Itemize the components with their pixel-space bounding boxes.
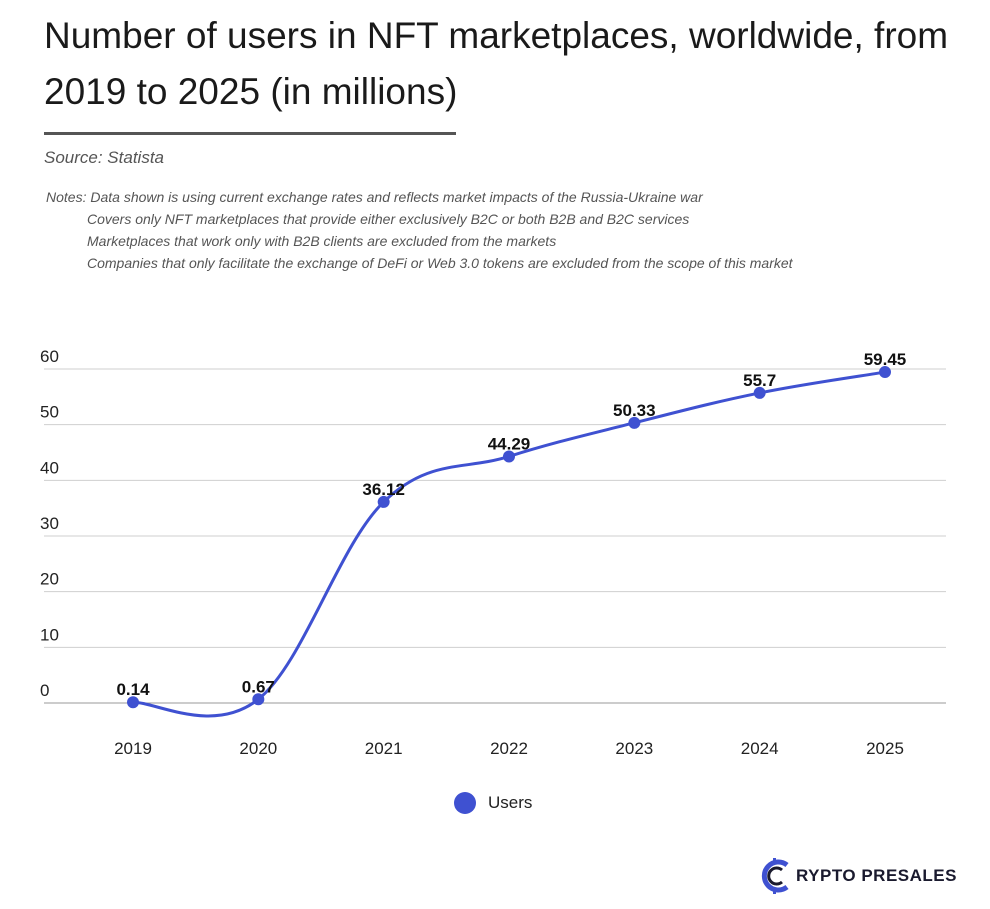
y-tick-label-60: 60 — [40, 347, 59, 366]
y-tick-label-30: 30 — [40, 514, 59, 533]
note-text-1: Data shown is using current exchange rat… — [90, 189, 703, 205]
note-line-3: Marketplaces that work only with B2B cli… — [87, 233, 557, 249]
x-tick-label-2021: 2021 — [365, 739, 403, 758]
legend: Users — [454, 792, 532, 814]
data-point-2024 — [753, 386, 766, 399]
data-label-2025: 59.45 — [864, 350, 907, 369]
data-labels: 0.14 0.67 36.12 44.29 50.33 55.7 59.45 — [116, 350, 906, 699]
x-tick-label-2019: 2019 — [114, 739, 152, 758]
data-point-2025 — [879, 366, 891, 379]
data-point-2021 — [377, 495, 390, 508]
gridlines — [44, 368, 946, 704]
title-underline — [44, 132, 456, 135]
legend-label: Users — [488, 793, 533, 812]
y-tick-label-50: 50 — [40, 403, 59, 422]
notes-block: Notes: Data shown is using current excha… — [46, 186, 793, 274]
data-label-2024: 55.7 — [743, 371, 776, 390]
note-line-4: Companies that only facilitate the excha… — [87, 255, 793, 271]
brand-logo: RYPTO PRESALES — [760, 856, 957, 896]
chart-title: Number of users in NFT marketplaces, wor… — [44, 15, 949, 112]
y-tick-label-40: 40 — [40, 458, 59, 477]
x-tick-label-2025: 2025 — [866, 739, 904, 758]
data-label-2023: 50.33 — [613, 401, 656, 420]
notes-label: Notes: — [46, 189, 87, 205]
source-text: Source: Statista — [44, 148, 165, 167]
crypto-presales-c-logo-icon — [761, 858, 789, 894]
note-line-2: Covers only NFT marketplaces that provid… — [87, 211, 690, 227]
x-tick-label-2022: 2022 — [490, 739, 528, 758]
y-tick-label-10: 10 — [40, 625, 59, 644]
data-label-2022: 44.29 — [488, 434, 531, 453]
note-line-1: Notes: Data shown is using current excha… — [46, 186, 793, 208]
y-tick-label-20: 20 — [40, 570, 59, 589]
legend-marker — [454, 792, 476, 814]
data-label-2021: 36.12 — [362, 480, 405, 499]
data-point-2020 — [252, 693, 265, 706]
data-label-2019: 0.14 — [116, 680, 150, 699]
data-point-2022 — [503, 450, 515, 463]
data-points — [127, 366, 891, 709]
series-line-users — [132, 370, 886, 718]
brand-name: RYPTO PRESALES — [796, 866, 957, 885]
y-tick-label-0: 0 — [40, 681, 49, 700]
data-point-2023 — [628, 416, 641, 429]
y-axis-ticks: 0 10 20 30 40 50 60 — [40, 347, 59, 700]
x-tick-label-2024: 2024 — [741, 739, 779, 758]
data-point-2019 — [127, 696, 139, 709]
x-axis-ticks: 2019 2020 2021 2022 2023 2024 2025 — [114, 739, 904, 758]
x-tick-label-2020: 2020 — [239, 739, 277, 758]
x-tick-label-2023: 2023 — [615, 739, 653, 758]
data-label-2020: 0.67 — [242, 677, 275, 696]
